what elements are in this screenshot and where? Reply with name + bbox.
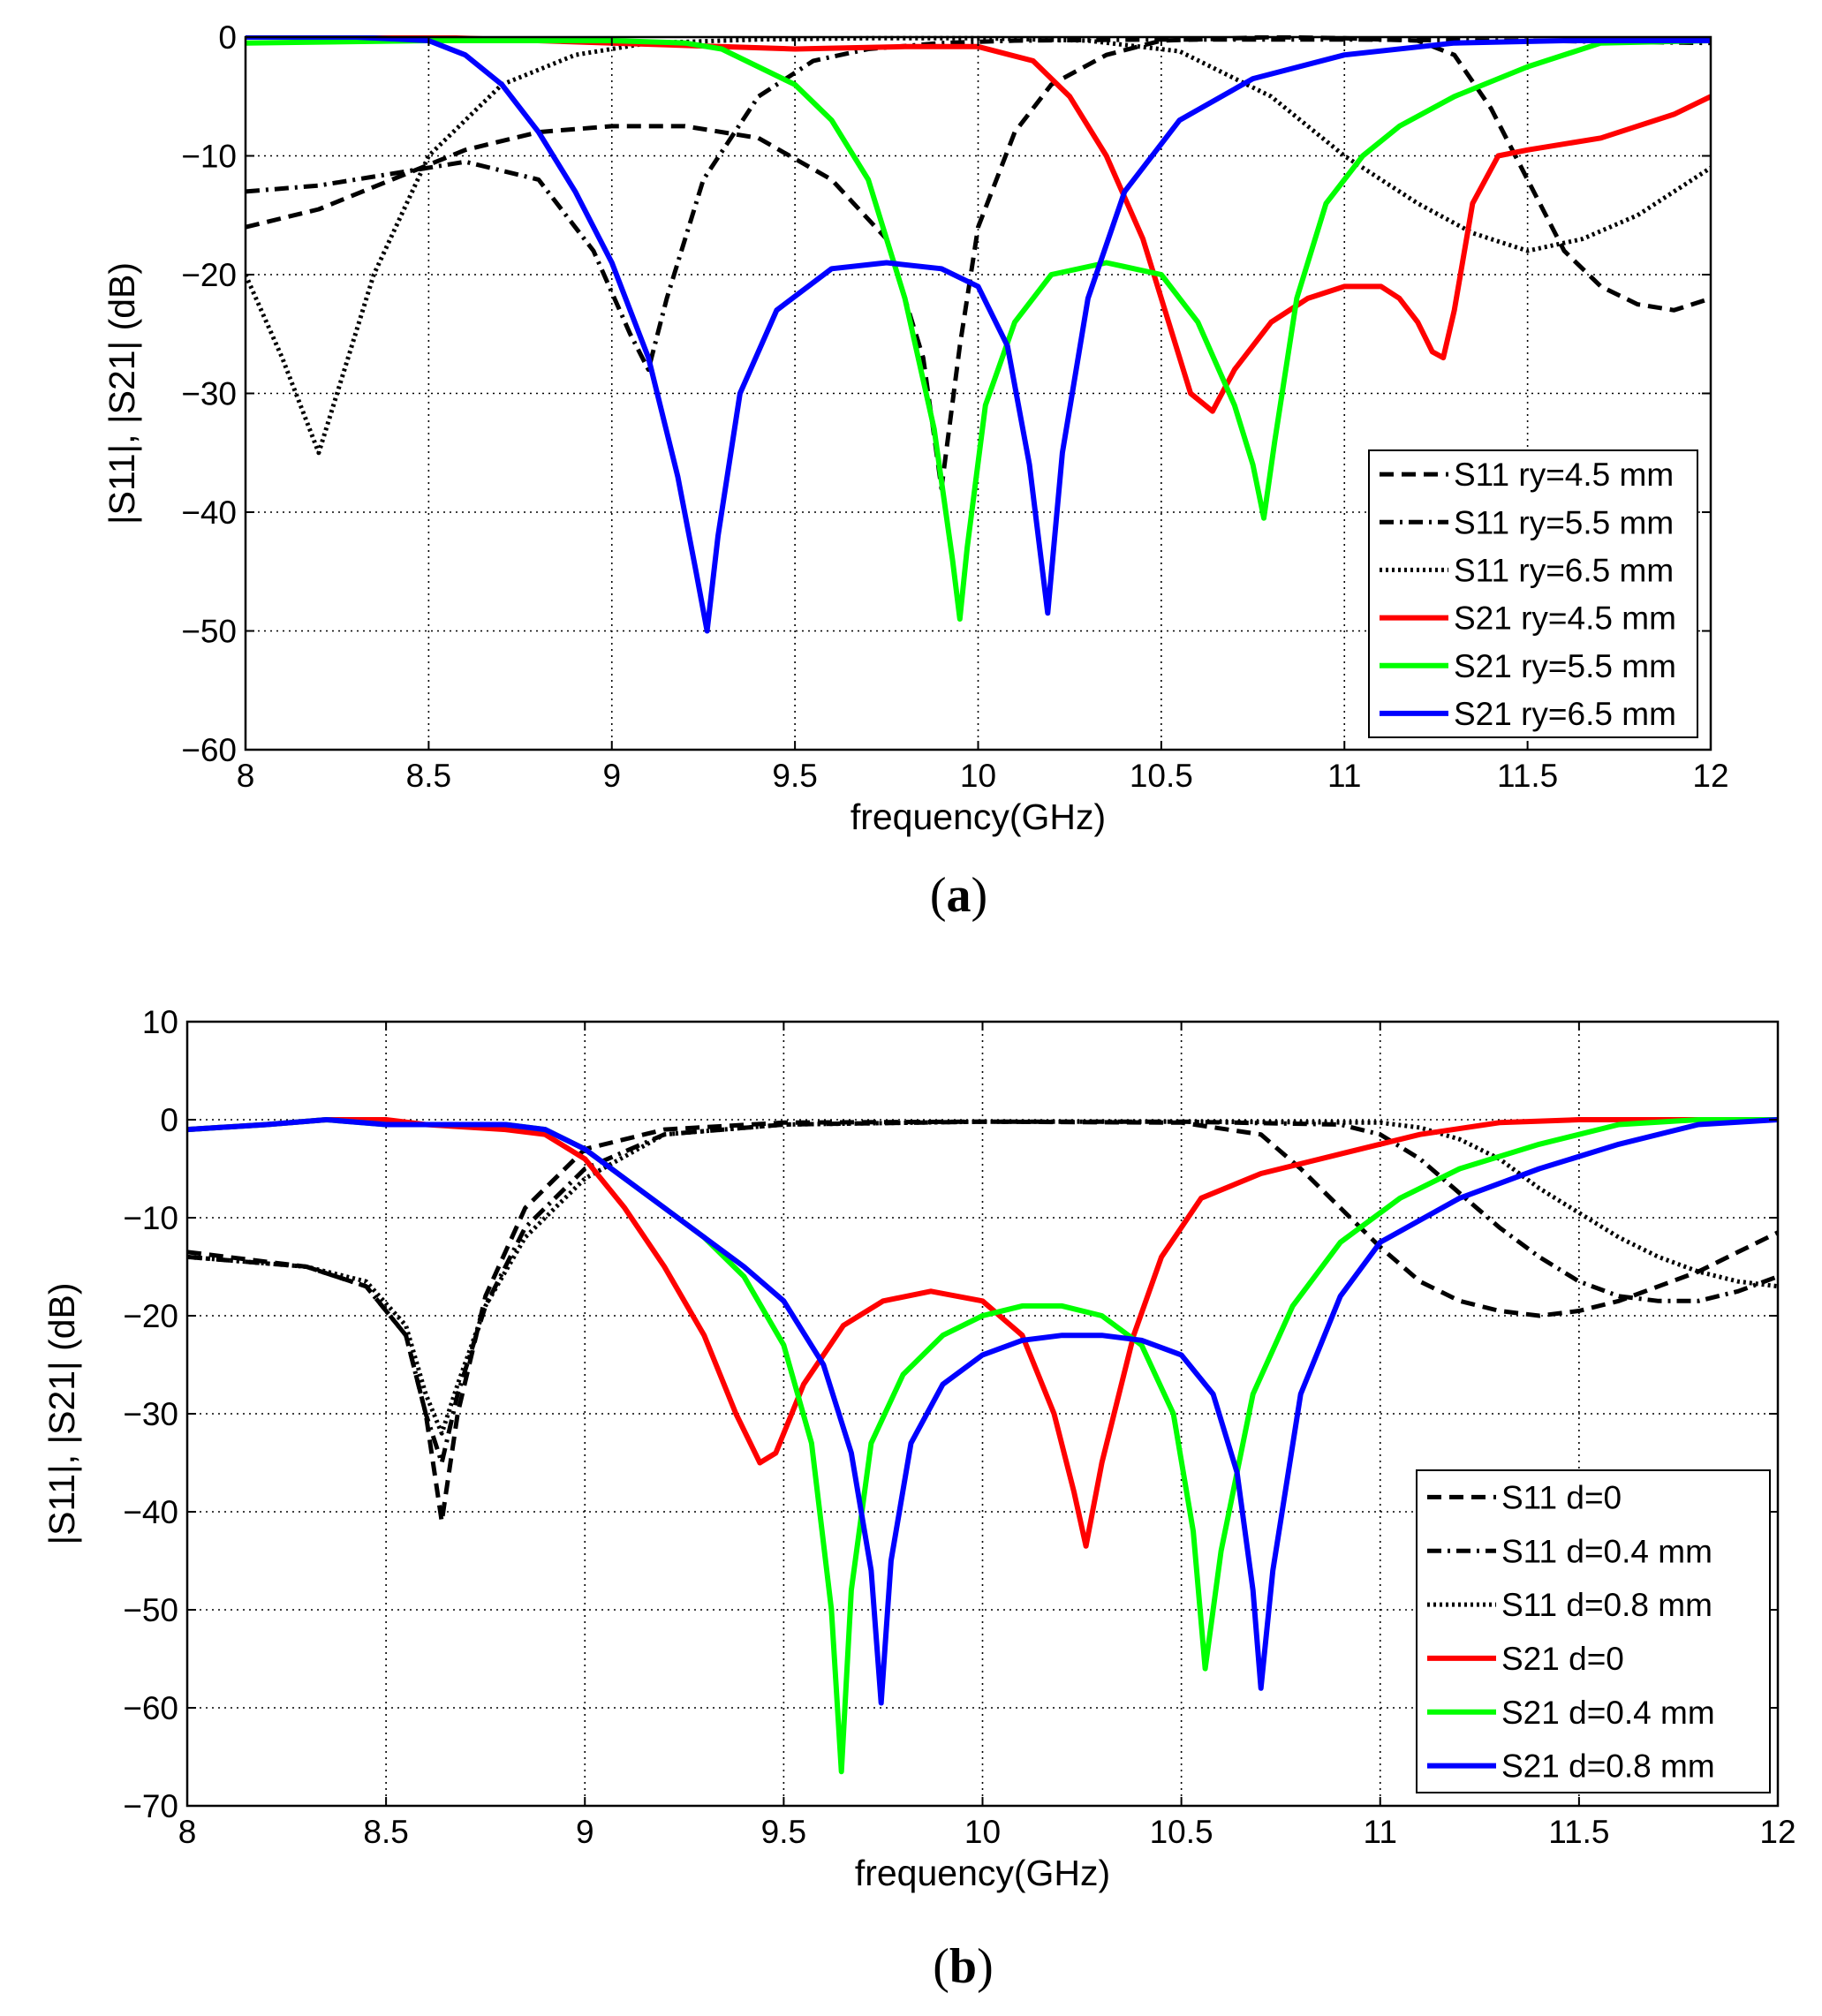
x-tick-label: 8: [237, 758, 255, 794]
y-tick-label: −70: [123, 1788, 178, 1824]
chart-panel-b: 8 8.5 9 9.5 10 10.5 11 11.5 12 −70 −60 −50 −40 −30 −20…: [42, 1004, 1796, 1994]
x-tick-label: 9: [602, 758, 621, 794]
panel-paren-close: ): [977, 1939, 994, 1994]
x-tick-label: 12: [1692, 758, 1728, 794]
legend: S11 d=0 S11 d=0.4 mm S11 d=0.8 mm S21 d=0 S2…: [1416, 1469, 1771, 1793]
x-tick-label: 10.5: [1150, 1814, 1213, 1850]
y-axis-label: |S11|, |S21| (dB): [42, 1282, 82, 1544]
y-tick-label: −20: [181, 257, 237, 293]
y-tick-label: −30: [181, 376, 237, 412]
legend-entry: S21 ry=6.5 mm: [1454, 696, 1676, 732]
legend: S11 ry=4.5 mm S11 ry=5.5 mm S11 ry=6.5 mm S…: [1368, 449, 1698, 738]
y-tick-label: 10: [142, 1004, 178, 1040]
panel-label: (a): [930, 868, 987, 923]
x-tick-label: 11.5: [1548, 1814, 1609, 1850]
panel-paren-open: (: [930, 868, 947, 923]
legend-entry: S21 d=0.8 mm: [1501, 1748, 1715, 1785]
x-tick-label: 8.5: [406, 758, 451, 794]
y-tick-label: −60: [123, 1690, 178, 1726]
y-tick-label: −50: [181, 614, 237, 650]
chart-panel-a: 8 8.5 9 9.5 10 10.5 11 11.5 12 −60 −50 −40 −30 −20 −10…: [102, 19, 1729, 923]
y-tick-label: −50: [123, 1592, 178, 1628]
legend-entry: S21 d=0.4 mm: [1501, 1695, 1715, 1731]
legend-entry: S11 d=0.8 mm: [1501, 1587, 1712, 1623]
series-line-s11-ry-6-5-mm: [246, 35, 1711, 456]
y-tick-label: −40: [181, 495, 237, 531]
legend-entry: S21 ry=5.5 mm: [1454, 648, 1676, 684]
y-tick-label: 0: [160, 1102, 178, 1138]
y-tick-label: −40: [123, 1494, 178, 1530]
x-tick-label: 8.5: [363, 1814, 408, 1850]
x-axis-label: frequency(GHz): [851, 797, 1106, 837]
grid: [246, 37, 1711, 750]
legend-box: [1416, 1469, 1771, 1793]
y-tick-label: −10: [181, 139, 237, 175]
series-line-s11-d-0: [187, 1119, 1778, 1524]
x-tick-label: 10: [964, 1814, 1001, 1850]
series-line-s21-ry-4-5-mm: [246, 35, 1711, 414]
legend-entry: S21 d=0: [1501, 1641, 1624, 1677]
x-tick-label: 12: [1759, 1814, 1796, 1850]
series-line-s21-ry-6-5-mm: [246, 35, 1711, 634]
x-tick-label: 11: [1327, 758, 1361, 794]
tick-group: 8 8.5 9 9.5 10 10.5 11 11.5 12 −70 −60 −50 −40 −30 −20…: [123, 1004, 1796, 1850]
series-line-s21-d-0-8-mm: [187, 1117, 1778, 1706]
tick-group: 8 8.5 9 9.5 10 10.5 11 11.5 12 −60 −50 −40 −30 −20 −10…: [181, 19, 1728, 794]
y-tick-label: −10: [123, 1200, 178, 1236]
x-tick-label: 10.5: [1130, 758, 1193, 794]
legend-entry: S11 ry=4.5 mm: [1454, 457, 1674, 493]
legend-entry: S11 ry=6.5 mm: [1454, 552, 1674, 588]
grid: [187, 1022, 1778, 1806]
panel-letter: b: [949, 1939, 977, 1994]
x-tick-label: 9.5: [772, 758, 817, 794]
y-tick-label: −30: [123, 1396, 178, 1432]
panel-label: (b): [933, 1939, 993, 1994]
x-tick-label: 10: [960, 758, 996, 794]
legend-entry: S21 ry=4.5 mm: [1454, 600, 1676, 637]
x-tick-label: 11: [1364, 1814, 1397, 1850]
series-line-s11-ry-4-5-mm: [246, 35, 1711, 491]
series-line-s21-ry-5-5-mm: [246, 38, 1711, 622]
x-tick-label: 9.5: [761, 1814, 806, 1850]
y-tick-label: −20: [123, 1298, 178, 1334]
y-tick-label: 0: [218, 19, 237, 56]
panel-paren-open: (: [933, 1939, 949, 1994]
series-line-s11-d-0-4-mm: [187, 1119, 1778, 1465]
y-axis-label: |S11|, |S21| (dB): [102, 262, 142, 525]
legend-box: [1368, 449, 1698, 738]
panel-letter: a: [947, 868, 971, 923]
panel-paren-close: ): [971, 868, 988, 923]
series-group: [187, 1117, 1778, 1775]
x-axis-label: frequency(GHz): [855, 1853, 1110, 1893]
series-line-s21-d-0: [187, 1117, 1778, 1549]
legend-entry: S11 ry=5.5 mm: [1454, 504, 1674, 540]
y-tick-label: −60: [181, 732, 237, 768]
legend-entry: S11 d=0: [1501, 1479, 1622, 1515]
x-tick-label: 11.5: [1497, 758, 1558, 794]
legend-entry: S11 d=0.4 mm: [1501, 1533, 1712, 1569]
x-tick-label: 9: [576, 1814, 594, 1850]
x-tick-label: 8: [178, 1814, 197, 1850]
